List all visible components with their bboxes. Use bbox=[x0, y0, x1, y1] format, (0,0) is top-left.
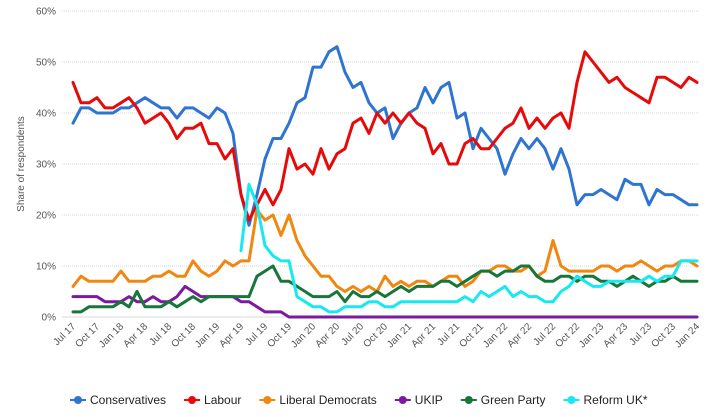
legend-item: Labour bbox=[184, 393, 241, 407]
x-tick-label: Apr 21 bbox=[410, 321, 439, 350]
series-line bbox=[71, 50, 699, 222]
series-line bbox=[71, 208, 699, 293]
series-line bbox=[71, 45, 699, 227]
y-tick-label: 10% bbox=[36, 262, 56, 273]
x-tick-label: Jan 19 bbox=[193, 321, 222, 350]
legend-label: UKIP bbox=[415, 393, 443, 407]
x-tick-label: Apr 18 bbox=[122, 321, 151, 350]
legend-item: Green Party bbox=[460, 393, 546, 407]
legend-label: Conservatives bbox=[90, 393, 166, 407]
y-axis-title: Share of respondents bbox=[16, 116, 27, 212]
y-tick-label: 60% bbox=[36, 7, 56, 18]
legend-item: Conservatives bbox=[70, 393, 166, 407]
legend-marker bbox=[464, 396, 473, 404]
x-tick-label: Oct 19 bbox=[266, 321, 295, 350]
x-tick-label: Oct 18 bbox=[170, 321, 199, 350]
x-tick-label: Apr 23 bbox=[602, 321, 631, 350]
legend-label: Reform UK* bbox=[584, 393, 648, 407]
x-tick-label: Oct 22 bbox=[554, 321, 583, 350]
x-tick-label: Apr 22 bbox=[506, 321, 535, 350]
legend-marker bbox=[567, 396, 576, 404]
x-tick-label: Oct 20 bbox=[362, 321, 391, 350]
x-tick-label: Apr 20 bbox=[314, 321, 343, 350]
x-tick-label: Apr 19 bbox=[218, 321, 247, 350]
x-tick-label: Jan 20 bbox=[289, 321, 318, 350]
x-tick-label: Oct 21 bbox=[458, 321, 487, 350]
series-line bbox=[239, 182, 699, 314]
legend-item: UKIP bbox=[394, 393, 443, 407]
y-tick-label: 30% bbox=[36, 160, 56, 171]
series-line bbox=[71, 264, 699, 314]
x-tick-label: Jan 18 bbox=[97, 321, 126, 350]
legend-label: Liberal Democrats bbox=[279, 393, 376, 407]
series-line bbox=[71, 284, 699, 319]
legend-marker bbox=[188, 396, 197, 404]
y-tick-label: 0% bbox=[42, 313, 57, 324]
x-tick-label: Jan 24 bbox=[673, 321, 702, 350]
y-tick-label: 40% bbox=[36, 109, 56, 120]
x-tick-label: Oct 17 bbox=[74, 321, 103, 350]
legend-label: Green Party bbox=[481, 393, 546, 407]
legend-label: Labour bbox=[204, 393, 241, 407]
legend-marker bbox=[74, 396, 82, 404]
x-tick-label: Jan 21 bbox=[385, 321, 414, 350]
legend-marker bbox=[398, 396, 407, 404]
x-tick-label: Jan 23 bbox=[577, 321, 606, 350]
y-tick-label: 20% bbox=[36, 211, 56, 222]
legend-item: Liberal Democrats bbox=[259, 393, 377, 407]
y-tick-label: 50% bbox=[36, 58, 56, 69]
legend-item: Reform UK* bbox=[563, 393, 648, 407]
x-tick-label: Oct 23 bbox=[650, 321, 679, 350]
x-tick-label: Jan 22 bbox=[481, 321, 510, 350]
legend-marker bbox=[263, 396, 272, 404]
